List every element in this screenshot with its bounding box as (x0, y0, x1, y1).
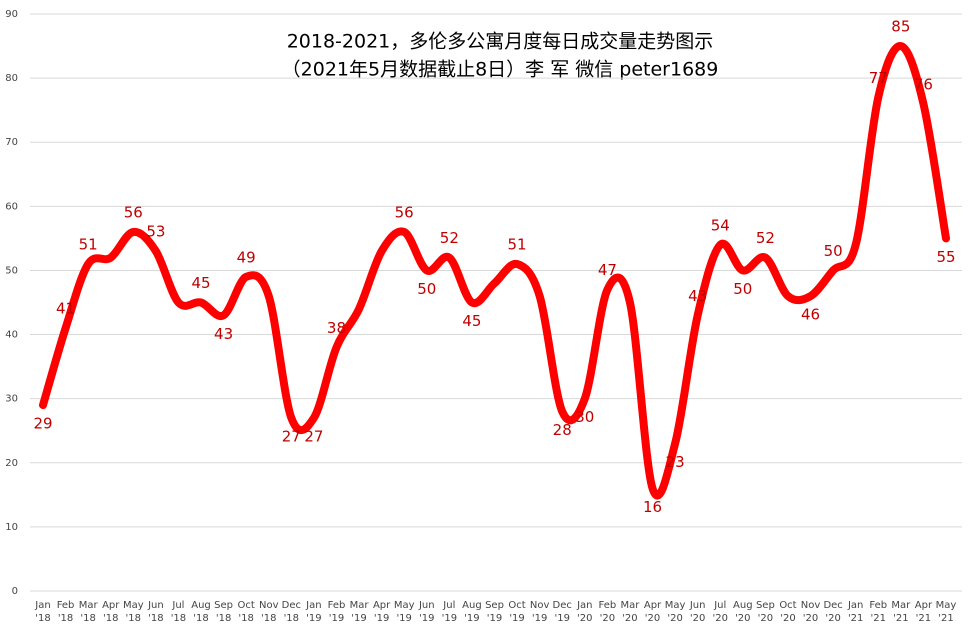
y-tick-label: 60 (5, 201, 18, 212)
x-tick-label: Jun '20 (689, 600, 706, 624)
y-tick-label: 30 (5, 394, 18, 405)
data-label: 52 (756, 229, 775, 247)
data-label: 38 (327, 319, 346, 337)
data-label: 28 (553, 421, 572, 439)
x-tick-label: Dec '20 (823, 600, 843, 624)
data-label: 56 (395, 203, 414, 221)
data-label: 47 (598, 261, 617, 279)
data-label: 30 (575, 408, 594, 426)
data-label: 55 (936, 248, 955, 266)
x-tick-label: Aug '19 (462, 600, 482, 624)
data-label: 23 (666, 453, 685, 471)
x-tick-label: Oct '20 (779, 600, 797, 624)
data-label: 50 (733, 280, 752, 298)
x-tick-label: Nov '19 (529, 600, 550, 624)
line (39, 42, 950, 500)
x-tick-label: May '18 (122, 600, 144, 624)
data-label: 43 (214, 325, 233, 343)
x-tick-label: Feb '20 (598, 600, 617, 624)
x-tick-label: Sep '20 (755, 600, 775, 624)
x-tick-label: Apr '21 (914, 600, 933, 624)
x-tick-label: Oct '18 (237, 600, 255, 624)
data-label: 54 (711, 216, 730, 234)
x-tick-label: Apr '20 (643, 600, 662, 624)
x-tick-label: Jun '19 (418, 600, 435, 624)
x-tick-label: Feb '19 (327, 600, 346, 624)
data-label: 16 (643, 498, 662, 516)
data-label: 85 (891, 18, 910, 36)
x-tick-label: Jul '19 (441, 600, 458, 624)
x-tick-label: Jan '18 (35, 600, 51, 624)
x-tick-label: Aug '20 (733, 600, 753, 624)
data-label: 51 (508, 236, 527, 254)
x-tick-label: May '19 (393, 600, 415, 624)
data-label: 41 (56, 300, 75, 318)
y-tick-label: 80 (5, 73, 18, 84)
x-tick-label: Mar '19 (349, 600, 369, 624)
data-label: 50 (417, 280, 436, 298)
x-tick-label: Apr '19 (372, 600, 391, 624)
y-tick-label: 0 (12, 586, 18, 597)
data-label: 43 (688, 287, 707, 305)
x-tick-label: Sep '19 (485, 600, 504, 624)
x-tick-label: Jun '18 (148, 600, 164, 624)
data-label: 50 (824, 242, 843, 260)
x-tick-label: Sep '18 (214, 600, 234, 624)
x-tick-label: Nov '18 (258, 600, 279, 624)
x-tick-label: Dec '18 (281, 600, 301, 624)
data-label: 45 (462, 312, 481, 330)
x-tick-label: Jul '18 (170, 600, 187, 624)
x-tick-label: Jul '20 (712, 600, 728, 624)
y-tick-label: 90 (5, 9, 18, 20)
x-tick-label: Jan '20 (577, 600, 593, 624)
data-label: 27 (304, 427, 323, 445)
data-label: 27 (282, 427, 301, 445)
data-label: 77 (869, 69, 888, 87)
x-tick-label: May '20 (664, 600, 686, 624)
chart-subtitle: （2021年5月数据截止8日）李 军 微信 peter1689 (282, 59, 719, 81)
x-tick-label: Jan '21 (847, 600, 864, 624)
x-tick-label: Feb '18 (56, 600, 75, 624)
y-tick-label: 70 (5, 137, 18, 148)
x-tick-label: Feb '21 (869, 600, 888, 624)
data-label: 46 (801, 306, 820, 324)
x-tick-label: Mar '20 (620, 600, 640, 624)
data-label: 49 (237, 248, 256, 266)
data-label: 45 (191, 274, 210, 292)
x-tick-label: Nov '20 (800, 600, 821, 624)
y-tick-label: 50 (5, 265, 18, 276)
x-tick-label: Apr '18 (102, 600, 120, 624)
data-label: 29 (33, 415, 52, 433)
x-tick-label: Mar '21 (891, 600, 911, 624)
x-tick-label: Dec '19 (552, 600, 572, 624)
data-label: 56 (124, 203, 143, 221)
y-tick-label: 10 (5, 522, 18, 533)
x-tick-label: Mar '18 (78, 600, 98, 624)
data-label: 76 (914, 75, 933, 93)
x-tick-label: Jan '19 (306, 600, 322, 624)
data-label: 51 (79, 236, 98, 254)
x-tick-label: May '21 (935, 600, 957, 624)
y-tick-label: 20 (5, 458, 18, 469)
chart-title: 2018-2021，多伦多公寓月度每日成交量走势图示 (287, 31, 714, 53)
y-tick-label: 40 (5, 330, 18, 341)
x-tick-label: Aug '18 (191, 600, 211, 624)
data-label: 52 (440, 229, 459, 247)
x-tick-label: Oct '19 (508, 600, 526, 624)
data-label: 53 (146, 223, 165, 241)
